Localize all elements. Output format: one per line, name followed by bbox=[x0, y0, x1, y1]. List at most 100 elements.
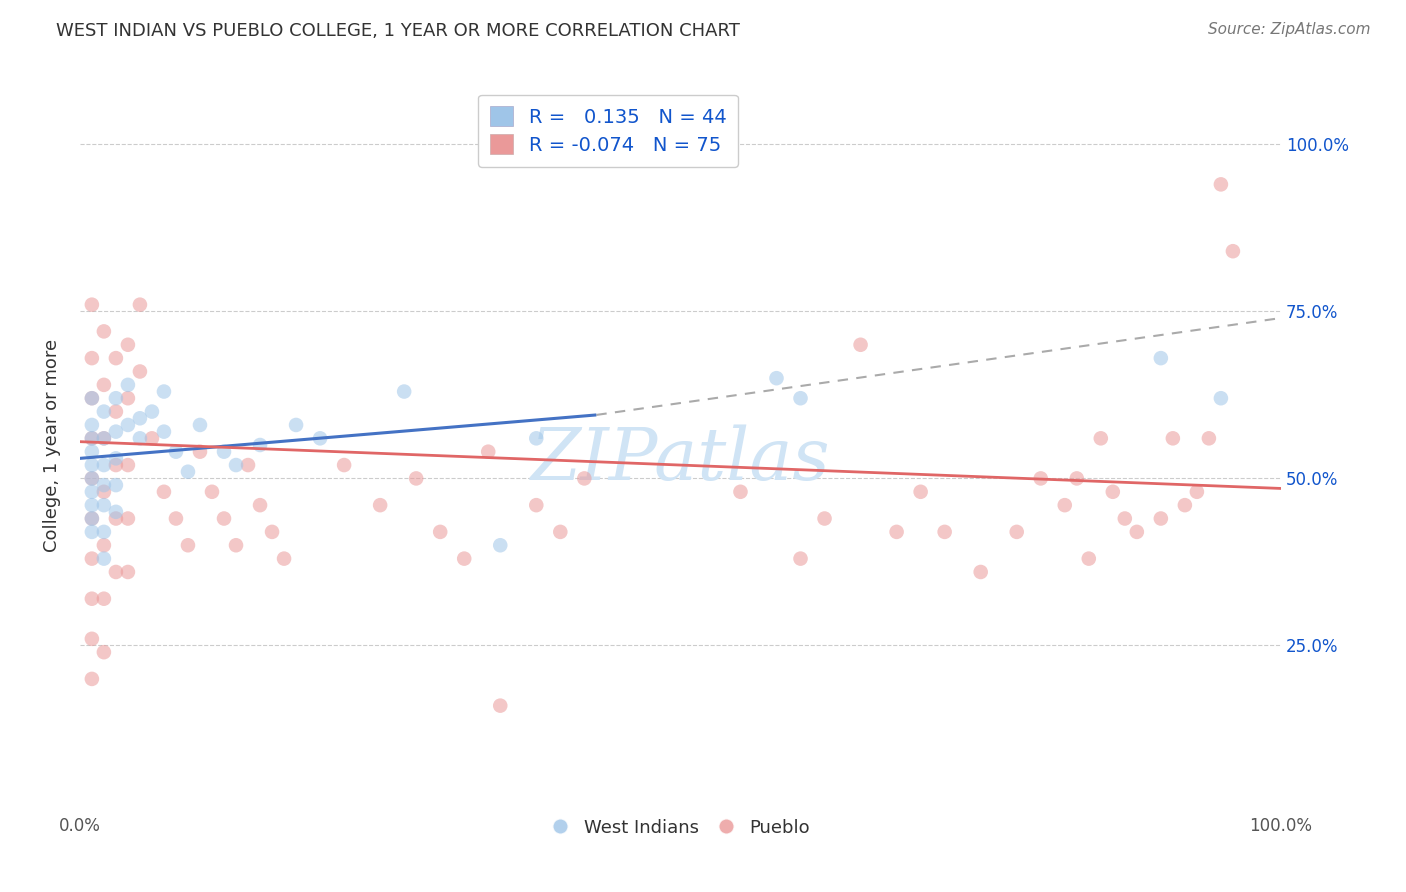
Point bbox=[225, 538, 247, 552]
Point bbox=[104, 565, 127, 579]
Point bbox=[765, 371, 787, 385]
Point bbox=[188, 417, 211, 432]
Point bbox=[1029, 471, 1052, 485]
Point bbox=[429, 524, 451, 539]
Point bbox=[524, 498, 547, 512]
Point bbox=[80, 484, 103, 499]
Point bbox=[477, 444, 499, 458]
Point bbox=[117, 417, 139, 432]
Point bbox=[550, 524, 572, 539]
Point bbox=[93, 325, 115, 339]
Point bbox=[80, 632, 103, 646]
Point bbox=[970, 565, 993, 579]
Point bbox=[813, 511, 835, 525]
Point bbox=[1198, 431, 1220, 445]
Point bbox=[153, 384, 176, 399]
Point bbox=[80, 471, 103, 485]
Y-axis label: College, 1 year or more: College, 1 year or more bbox=[44, 338, 60, 551]
Point bbox=[80, 511, 103, 525]
Point bbox=[730, 484, 752, 499]
Point bbox=[910, 484, 932, 499]
Point bbox=[177, 538, 200, 552]
Point bbox=[104, 511, 127, 525]
Point bbox=[153, 484, 176, 499]
Point bbox=[93, 458, 115, 472]
Point bbox=[104, 451, 127, 466]
Text: ZIPatlas: ZIPatlas bbox=[530, 425, 830, 495]
Point bbox=[574, 471, 596, 485]
Point bbox=[104, 478, 127, 492]
Point bbox=[80, 551, 103, 566]
Point bbox=[141, 404, 163, 418]
Point bbox=[1209, 391, 1232, 405]
Point bbox=[93, 498, 115, 512]
Point bbox=[80, 417, 103, 432]
Point bbox=[1053, 498, 1076, 512]
Point bbox=[80, 591, 103, 606]
Point bbox=[93, 431, 115, 445]
Point bbox=[93, 431, 115, 445]
Text: WEST INDIAN VS PUEBLO COLLEGE, 1 YEAR OR MORE CORRELATION CHART: WEST INDIAN VS PUEBLO COLLEGE, 1 YEAR OR… bbox=[56, 22, 740, 40]
Point bbox=[249, 438, 271, 452]
Point bbox=[153, 425, 176, 439]
Point bbox=[212, 444, 235, 458]
Point bbox=[177, 465, 200, 479]
Point bbox=[104, 391, 127, 405]
Point bbox=[80, 391, 103, 405]
Point bbox=[524, 431, 547, 445]
Point bbox=[1222, 244, 1244, 259]
Point bbox=[80, 672, 103, 686]
Point bbox=[368, 498, 391, 512]
Point bbox=[934, 524, 956, 539]
Point bbox=[1114, 511, 1136, 525]
Point bbox=[80, 431, 103, 445]
Point bbox=[93, 524, 115, 539]
Point bbox=[129, 411, 152, 425]
Text: Source: ZipAtlas.com: Source: ZipAtlas.com bbox=[1208, 22, 1371, 37]
Point bbox=[80, 458, 103, 472]
Point bbox=[188, 444, 211, 458]
Point bbox=[1090, 431, 1112, 445]
Point bbox=[80, 431, 103, 445]
Point bbox=[93, 551, 115, 566]
Point bbox=[1077, 551, 1099, 566]
Point bbox=[104, 425, 127, 439]
Point bbox=[201, 484, 224, 499]
Point bbox=[129, 431, 152, 445]
Point bbox=[117, 377, 139, 392]
Point bbox=[392, 384, 415, 399]
Point bbox=[285, 417, 308, 432]
Point bbox=[789, 551, 811, 566]
Point bbox=[117, 338, 139, 352]
Point bbox=[80, 444, 103, 458]
Point bbox=[129, 298, 152, 312]
Point bbox=[104, 505, 127, 519]
Point bbox=[489, 698, 512, 713]
Point bbox=[333, 458, 356, 472]
Point bbox=[93, 484, 115, 499]
Point bbox=[212, 511, 235, 525]
Point bbox=[1005, 524, 1028, 539]
Point bbox=[104, 404, 127, 418]
Point bbox=[93, 478, 115, 492]
Point bbox=[225, 458, 247, 472]
Point bbox=[117, 391, 139, 405]
Point bbox=[80, 498, 103, 512]
Point bbox=[849, 338, 872, 352]
Point bbox=[789, 391, 811, 405]
Point bbox=[104, 458, 127, 472]
Point bbox=[273, 551, 295, 566]
Point bbox=[93, 645, 115, 659]
Point bbox=[80, 351, 103, 365]
Legend: West Indians, Pueblo: West Indians, Pueblo bbox=[544, 812, 817, 844]
Point bbox=[489, 538, 512, 552]
Point bbox=[236, 458, 259, 472]
Point bbox=[1185, 484, 1208, 499]
Point bbox=[117, 458, 139, 472]
Point bbox=[1150, 511, 1173, 525]
Point bbox=[165, 511, 187, 525]
Point bbox=[80, 511, 103, 525]
Point bbox=[1150, 351, 1173, 365]
Point bbox=[104, 351, 127, 365]
Point bbox=[1126, 524, 1149, 539]
